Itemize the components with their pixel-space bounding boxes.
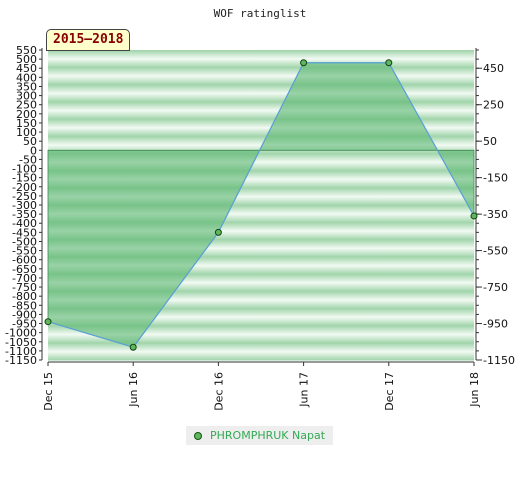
- data-point: [385, 59, 393, 67]
- left-tick-label: -1000: [5, 327, 37, 340]
- left-tick-label: 300: [16, 90, 37, 103]
- data-point: [300, 59, 308, 67]
- left-tick-label: -400: [12, 217, 37, 230]
- left-tick-label: -1100: [5, 345, 37, 358]
- left-tick-label: 450: [16, 62, 37, 75]
- plot-stripe: [48, 325, 474, 344]
- right-tick-label: -350: [483, 208, 508, 221]
- plot-stripe: [48, 342, 474, 361]
- legend-label: PHROMPHRUK Napat: [210, 429, 326, 442]
- left-tick-label: 250: [16, 99, 37, 112]
- series-line: [47, 62, 475, 348]
- x-tick-label: Dec 17: [383, 372, 396, 411]
- x-tick-label: Jun 18: [468, 372, 481, 408]
- left-tick-label: -900: [12, 308, 37, 321]
- x-axis: Dec 15 Jun 16 Dec 16 Jun 17 Dec 17 Jun 18: [42, 361, 481, 411]
- plot-stripe: [48, 84, 474, 103]
- right-tick-label: -150: [483, 172, 508, 185]
- left-tick-label: -650: [12, 263, 37, 276]
- left-tick-label: -250: [12, 190, 37, 203]
- x-tick-label: Jun 16: [127, 372, 140, 408]
- left-tick-label: -450: [12, 226, 37, 239]
- right-tick-label: -550: [483, 245, 508, 258]
- right-tick-label: -1150: [483, 354, 515, 367]
- left-tick-label: 0: [30, 144, 37, 157]
- legend-marker-icon: [194, 431, 202, 440]
- left-tick-label: -850: [12, 299, 37, 312]
- right-tick-label: 450: [483, 62, 504, 75]
- plot-stripe: [48, 67, 474, 85]
- right-tick-label: 50: [483, 135, 497, 148]
- left-tick-label: 200: [16, 108, 37, 121]
- right-tick-label: -950: [483, 318, 508, 331]
- left-tick-label: -350: [12, 208, 37, 221]
- left-tick-label: -100: [12, 163, 37, 176]
- left-tick-label: 500: [16, 53, 37, 66]
- x-tick-label: Dec 16: [212, 372, 225, 411]
- right-tick-label: -750: [483, 281, 508, 294]
- x-tick-label: Jun 17: [298, 372, 311, 408]
- chart-title: WOF ratinglist: [214, 7, 307, 20]
- left-tick-label: -700: [12, 272, 37, 285]
- series-layer: [44, 59, 478, 351]
- period-badge: 2015–2018: [46, 29, 131, 51]
- left-tick-label: -800: [12, 290, 37, 303]
- x-tick-label: Dec 15: [42, 372, 55, 411]
- data-point: [214, 228, 222, 236]
- left-tick-label: 350: [16, 80, 37, 93]
- data-point: [44, 318, 52, 326]
- left-tick-label: 550: [16, 44, 37, 57]
- legend[interactable]: PHROMPHRUK Napat: [186, 426, 333, 445]
- plot-stripe: [48, 50, 474, 68]
- left-tick-label: -1150: [5, 354, 37, 367]
- data-point: [470, 212, 478, 220]
- left-tick-label: -600: [12, 254, 37, 267]
- left-tick-label: -1050: [5, 336, 37, 349]
- left-tick-label: 400: [16, 71, 37, 84]
- left-tick-label: -950: [12, 318, 37, 331]
- left-tick-label: -150: [12, 172, 37, 185]
- left-y-axis: 550500450400350300250200150100500-50-100…: [5, 44, 43, 367]
- left-tick-label: -500: [12, 235, 37, 248]
- left-tick-label: -200: [12, 181, 37, 194]
- right-y-axis: 450 250 50 -150 -350 -550 -750 -950 -1150: [475, 48, 515, 367]
- left-tick-label: 100: [16, 126, 37, 139]
- data-point: [129, 343, 137, 351]
- left-tick-label: -750: [12, 281, 37, 294]
- left-tick-label: -300: [12, 199, 37, 212]
- left-tick-label: -550: [12, 245, 37, 258]
- left-tick-label: 50: [23, 135, 37, 148]
- left-tick-label: 150: [16, 117, 37, 130]
- right-tick-label: 250: [483, 99, 504, 112]
- left-tick-label: -50: [19, 153, 37, 166]
